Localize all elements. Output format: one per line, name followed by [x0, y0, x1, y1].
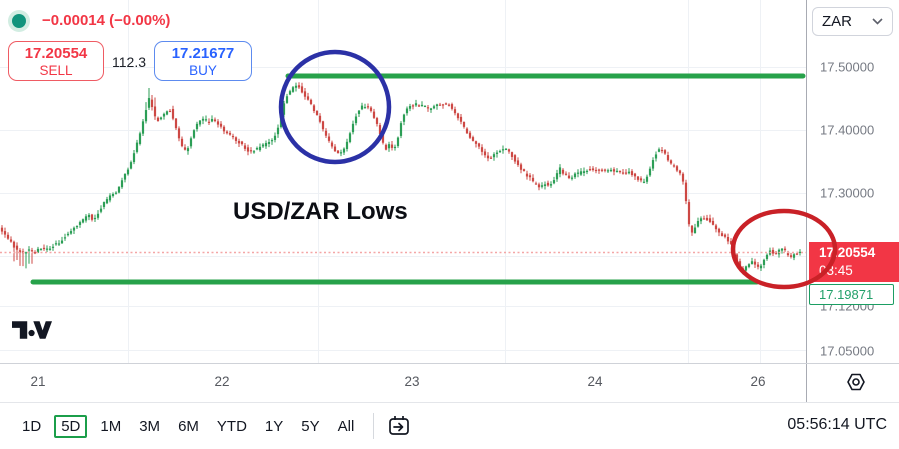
time-tick-label: 22 [214, 374, 230, 389]
time-tick-label: 23 [404, 374, 420, 389]
price-scale-panel[interactable]: ZAR 17.50000 17.40000 17.30000 17.12000 17.0… [807, 0, 899, 363]
bar-countdown: 03:45 [819, 263, 853, 278]
price-change-text: −0.00014 (−0.00%) [42, 12, 171, 29]
range-button-3m[interactable]: 3M [139, 417, 161, 435]
range-button-5y[interactable]: 5Y [301, 417, 320, 435]
calendar-icon[interactable] [386, 413, 412, 439]
toolbar-divider [373, 413, 375, 439]
range-button-ytd[interactable]: YTD [216, 417, 247, 435]
sell-label: SELL [39, 63, 73, 78]
sell-button[interactable]: 17.20554 SELL [8, 41, 104, 81]
buy-price: 17.21677 [171, 45, 235, 62]
currency-label: ZAR [822, 13, 852, 30]
low-price-label: 17.19871 [809, 284, 894, 305]
range-button-1d[interactable]: 1D [22, 417, 42, 435]
range-button-6m[interactable]: 6M [178, 417, 199, 435]
range-buttons: 1D 5D 1M 3M 6M YTD 1Y 5Y All [13, 414, 363, 438]
currency-dropdown[interactable]: ZAR [812, 7, 893, 36]
chart-annotation-title: USD/ZAR Lows [233, 198, 408, 225]
range-button-all[interactable]: All [337, 417, 355, 435]
range-button-5d[interactable]: 5D [54, 414, 88, 438]
time-tick-label: 21 [30, 374, 46, 389]
time-tick-label: 26 [750, 374, 766, 389]
price-tick-label: 17.40000 [820, 122, 875, 138]
buy-button[interactable]: 17.21677 BUY [154, 41, 252, 81]
price-tick-label: 17.05000 [820, 343, 875, 358]
spread-value: 112.3 [112, 54, 146, 70]
buy-label: BUY [189, 63, 217, 78]
sell-price: 17.20554 [24, 45, 88, 62]
axis-vertical-border [806, 0, 807, 402]
chevron-down-icon [872, 18, 883, 25]
gear-icon[interactable] [845, 371, 867, 393]
tradingview-logo[interactable] [12, 320, 52, 340]
current-price: 17.20554 [819, 245, 876, 260]
range-button-1y[interactable]: 1Y [264, 417, 284, 435]
clock-utc: 05:56:14 UTC [787, 416, 887, 433]
time-scale-panel[interactable]: 21 22 23 24 26 [0, 364, 806, 402]
price-tick-label: 17.50000 [820, 59, 875, 75]
range-button-1m[interactable]: 1M [100, 417, 122, 435]
current-price-badge: 17.20554 03:45 [809, 242, 899, 282]
range-toolbar: 1D 5D 1M 3M 6M YTD 1Y 5Y All 05:56:14 UTC [0, 403, 899, 449]
chart-bottom-border [0, 363, 899, 364]
instrument-status-dot [12, 14, 26, 28]
toolbar-top-border [0, 402, 899, 403]
time-tick-label: 24 [587, 374, 603, 389]
price-tick-label: 17.30000 [820, 185, 875, 201]
